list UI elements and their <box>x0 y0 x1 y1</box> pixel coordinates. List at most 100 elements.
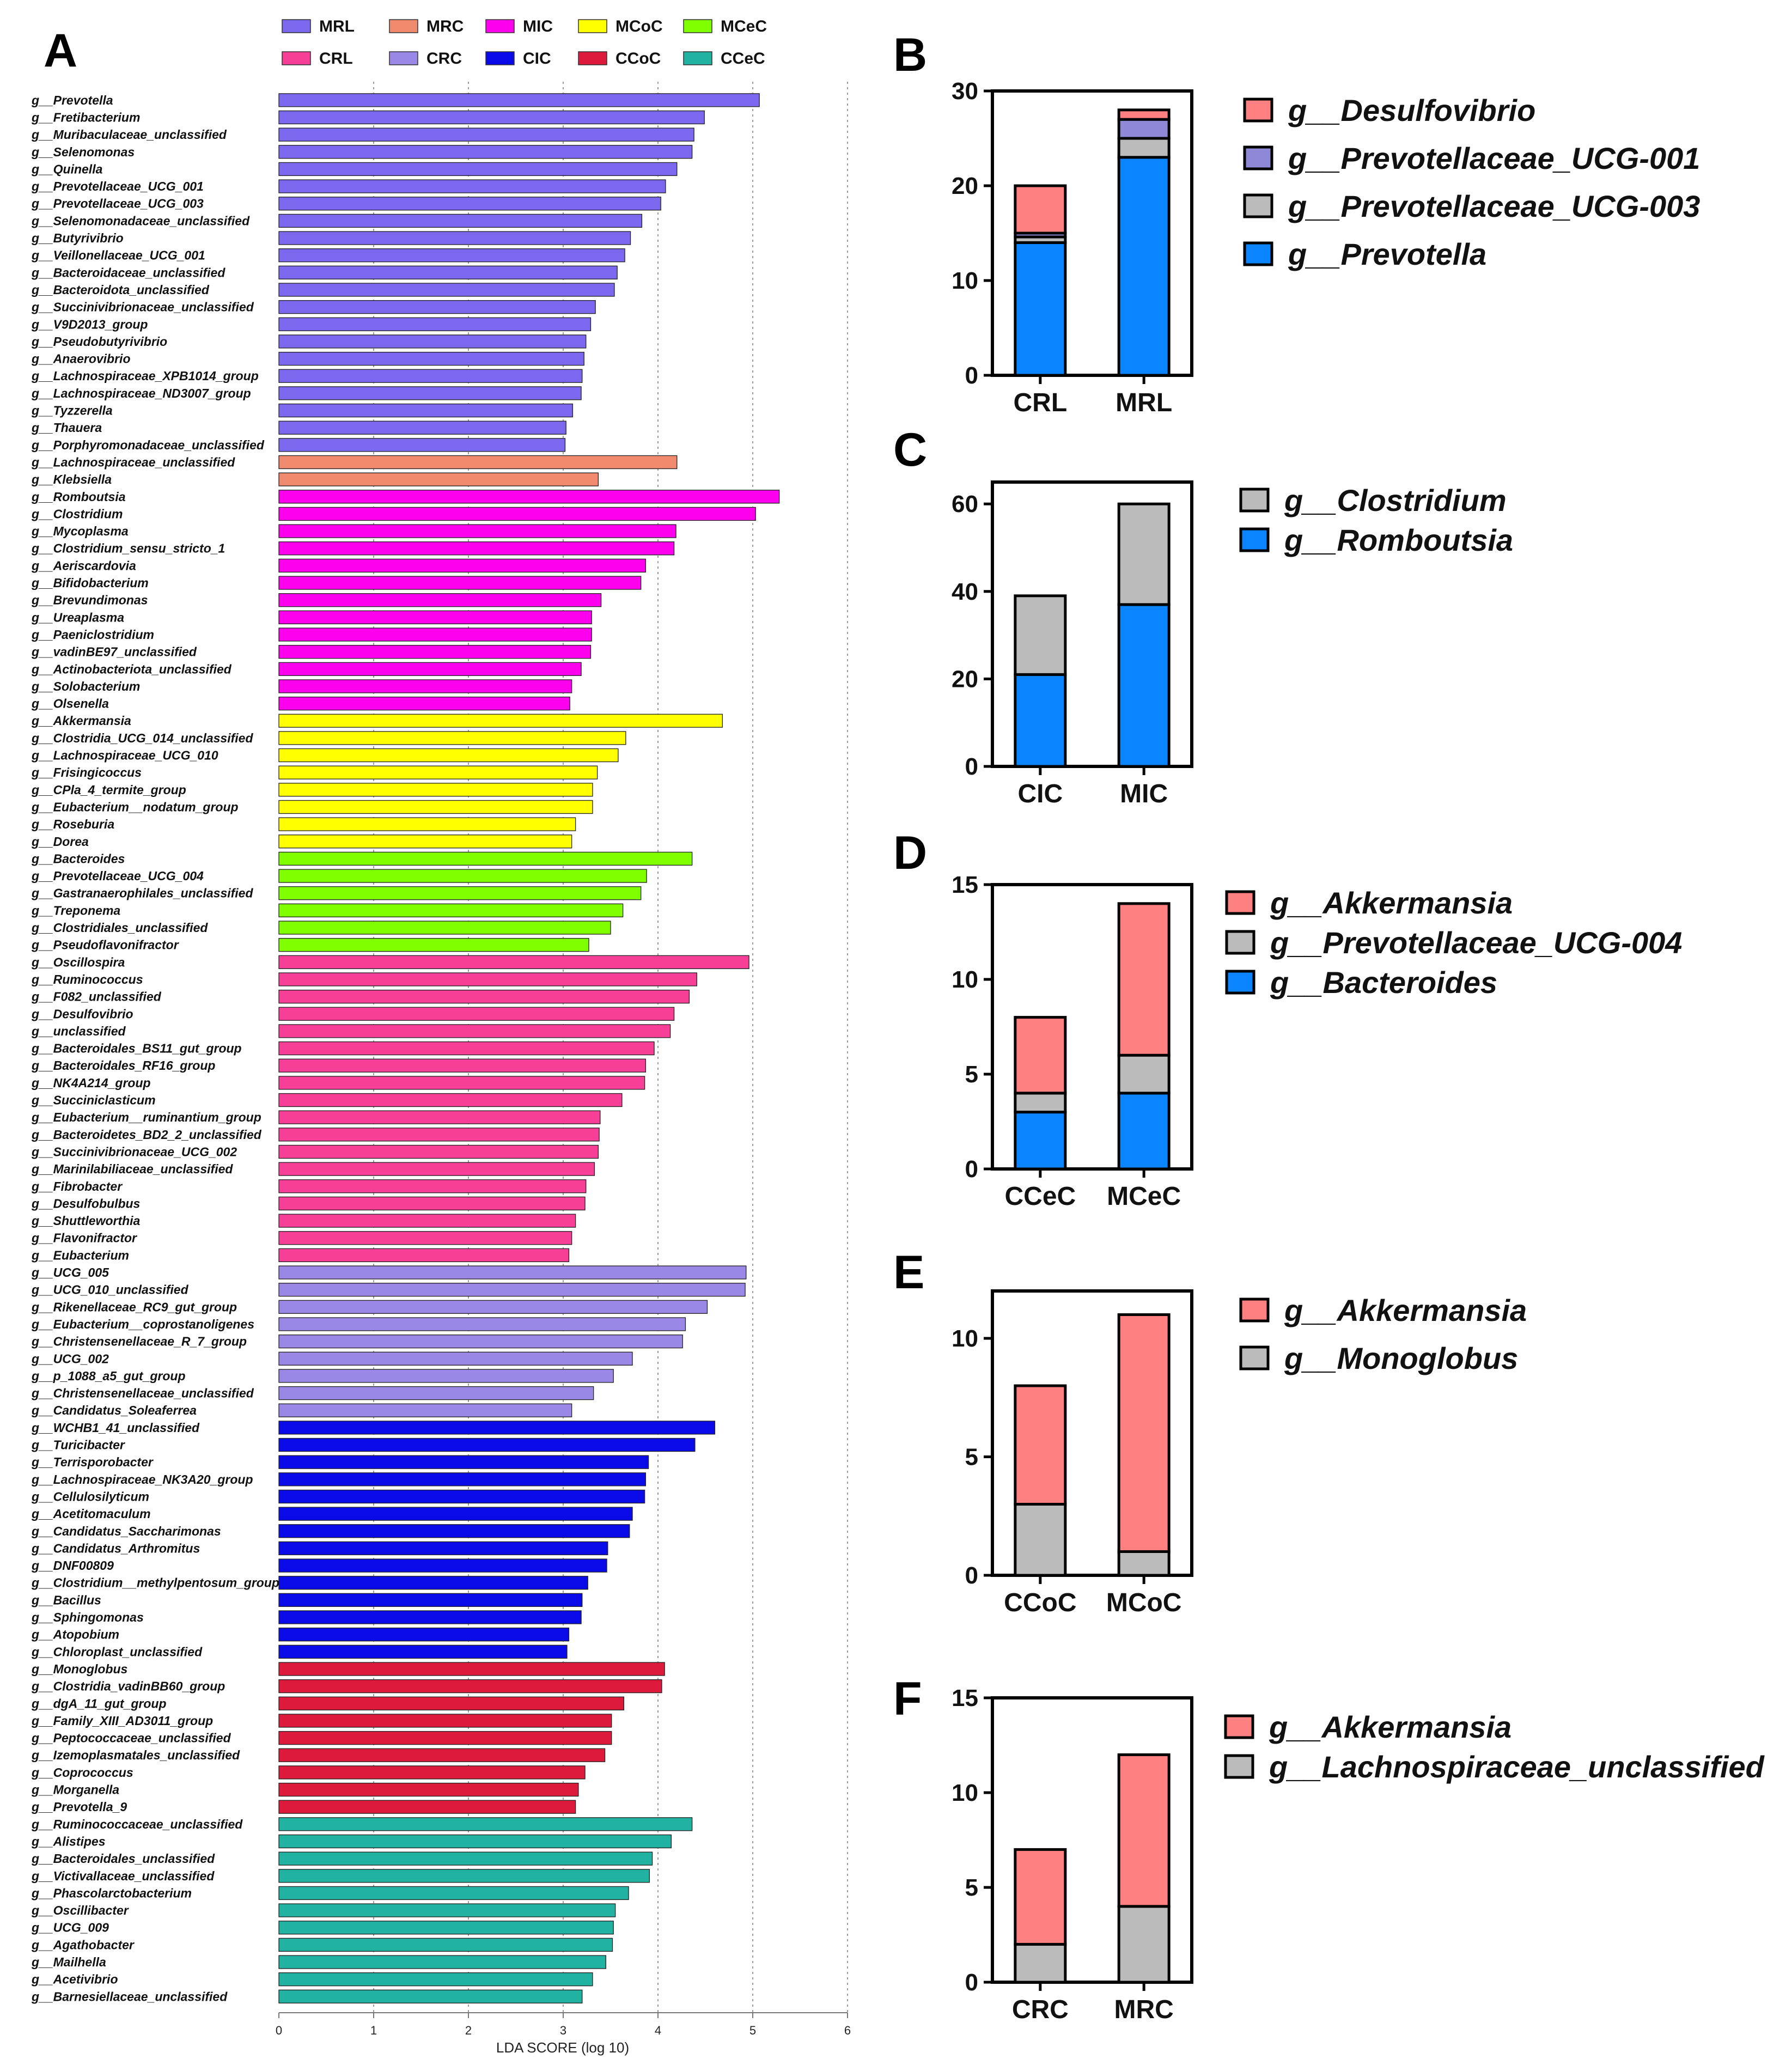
stacked-segment <box>1117 902 1171 1057</box>
genus-label: g__Coprococcus <box>31 1765 133 1780</box>
genus-label: g__Barnesiellaceae_unclassified <box>31 1989 228 2003</box>
lda-bar <box>278 1817 693 1831</box>
lda-bar <box>278 524 676 538</box>
genus-label: g__Clostridiales_unclassified <box>31 921 208 935</box>
lda-bar <box>278 472 599 486</box>
y-tick-label: 20 <box>952 173 978 199</box>
lda-bar <box>278 1921 614 1935</box>
lda-bar <box>278 1386 594 1400</box>
x-tick-label: CRC <box>1012 1995 1069 2024</box>
lda-bar <box>278 1369 614 1383</box>
legend-swatch-MCeC <box>683 19 712 33</box>
panel-f: F 0 5 10 15 CRC MRC g__Akkermansia g__Lachnospir… <box>893 1673 1765 2024</box>
genus-label: g__Cellulosilyticum <box>31 1489 149 1503</box>
legend-swatch-CCeC <box>683 51 712 65</box>
x-tick-label: 1 <box>370 2024 377 2037</box>
genus-label: g__Paeniclostridium <box>31 628 154 642</box>
genus-label: g__Olsenella <box>31 697 109 711</box>
x-tick-label: MCeC <box>1107 1182 1181 1211</box>
genus-label: g__Bacteroidales_BS11_gut_group <box>31 1041 242 1056</box>
lda-bar <box>278 1903 616 1917</box>
genus-label: g__Lachnospiraceae_UCG_010 <box>31 748 218 763</box>
lda-bar <box>278 1558 607 1573</box>
lda-bar <box>278 1972 593 1987</box>
genus-label: g__Family_XIII_AD3011_group <box>31 1714 213 1728</box>
lda-bar <box>278 127 694 142</box>
genus-label: g__Butyrivibrio <box>31 231 124 245</box>
genus-label: g__Succinivibrionaceae_UCG_002 <box>31 1144 237 1159</box>
panel-a-bars: g__Prevotella g__Fretibacterium g__Muribac… <box>31 93 780 2003</box>
lda-bar <box>278 817 576 831</box>
panel-letter-f: F <box>893 1673 922 1725</box>
genus-label: g__Rikenellaceae_RC9_gut_group <box>31 1300 237 1314</box>
legend-swatch <box>1225 970 1255 995</box>
panel-a-legend: MRL MRC MIC MCoC MCeC CRL CRC CIC CCoC CCeC <box>282 17 767 68</box>
genus-label: g__Bifidobacterium <box>31 576 149 590</box>
genus-label: g__Desulfovibrio <box>31 1007 133 1021</box>
genus-label: g__F082_unclassified <box>31 990 162 1004</box>
stacked-segment <box>1117 1905 1171 1984</box>
genus-label: g__WCHB1_41_unclassified <box>31 1421 200 1435</box>
lda-bar <box>278 197 661 211</box>
lda-bar <box>278 800 593 814</box>
legend-label: g__Akkermansia <box>1269 1710 1511 1744</box>
panel-letter-a: A <box>44 25 77 77</box>
genus-label: g__Monoglobus <box>31 1662 127 1676</box>
genus-label: g__Bacillus <box>31 1593 101 1607</box>
stacked-segment <box>1014 184 1067 235</box>
genus-label: g__Ruminococcus <box>31 972 143 986</box>
lda-bar <box>278 162 678 176</box>
genus-label: g__Agathobacter <box>31 1938 135 1952</box>
lda-bar <box>278 1679 662 1694</box>
genus-label: g__Klebsiella <box>31 472 112 486</box>
lda-bar <box>278 231 631 245</box>
genus-label: g__Prevotellaceae_UCG_004 <box>31 869 204 883</box>
x-tick-label: 3 <box>560 2024 566 2037</box>
genus-label: g__Succinivibrionaceae_unclassified <box>31 300 254 314</box>
genus-label: g__Clostridium__methylpentosum_group <box>31 1576 279 1590</box>
lda-bar <box>278 1283 746 1297</box>
legend-label: g__Prevotella <box>1288 237 1486 271</box>
genus-label: g__Clostridia_vadinBB60_group <box>31 1679 225 1694</box>
legend-swatch-MRL <box>282 19 311 33</box>
lda-bar <box>278 1334 683 1349</box>
genus-label: g__Prevotellaceae_UCG_003 <box>31 197 204 211</box>
legend-label: g__Monoglobus <box>1284 1341 1518 1375</box>
genus-label: g__DNF00809 <box>31 1558 114 1573</box>
y-tick-label: 20 <box>952 666 978 692</box>
legend-label: g__Bacteroides <box>1270 965 1497 1000</box>
stacked-segment <box>1117 1053 1171 1095</box>
genus-label: g__Clostridium_sensu_stricto_1 <box>31 541 225 556</box>
plot-frame <box>991 1696 1193 1984</box>
lda-bar <box>278 1317 686 1331</box>
stacked-segment <box>1014 1092 1067 1114</box>
genus-label: g__Veillonellaceae_UCG_001 <box>31 248 205 263</box>
stacked-segment <box>1014 1942 1067 1984</box>
lda-bar <box>278 248 625 263</box>
genus-label: g__Eubacterium__coprostanoligenes <box>31 1317 254 1331</box>
lda-bar <box>278 1093 623 1107</box>
lda-bar <box>278 1955 606 1969</box>
y-tick-label: 40 <box>952 578 978 605</box>
lda-bar <box>278 903 624 918</box>
y-tick-label: 5 <box>965 1061 978 1088</box>
lda-bar <box>278 317 592 331</box>
genus-label: g__UCG_002 <box>31 1351 109 1366</box>
lda-bar <box>278 1248 570 1263</box>
genus-label: g__Aeriscardovia <box>31 558 136 572</box>
lda-bar <box>278 214 643 228</box>
legend-swatch <box>1225 890 1255 915</box>
genus-label: g__Acetivibrio <box>31 1972 118 1987</box>
y-tick-label: 30 <box>952 78 978 105</box>
genus-label: g__Muribaculaceae_unclassified <box>31 127 227 142</box>
genus-label: g__Thauera <box>31 421 102 435</box>
genus-label: g__Bacteroides <box>31 851 125 866</box>
legend-label-CIC: CIC <box>523 50 551 68</box>
lda-bar <box>278 1403 572 1417</box>
x-tick-label: MIC <box>1120 779 1168 808</box>
legend-swatch-CCoC <box>578 51 607 65</box>
legend-swatch <box>1243 145 1273 170</box>
y-tick-label: 5 <box>965 1444 978 1471</box>
y-tick-label: 10 <box>952 267 978 294</box>
lda-bar <box>278 1748 606 1762</box>
